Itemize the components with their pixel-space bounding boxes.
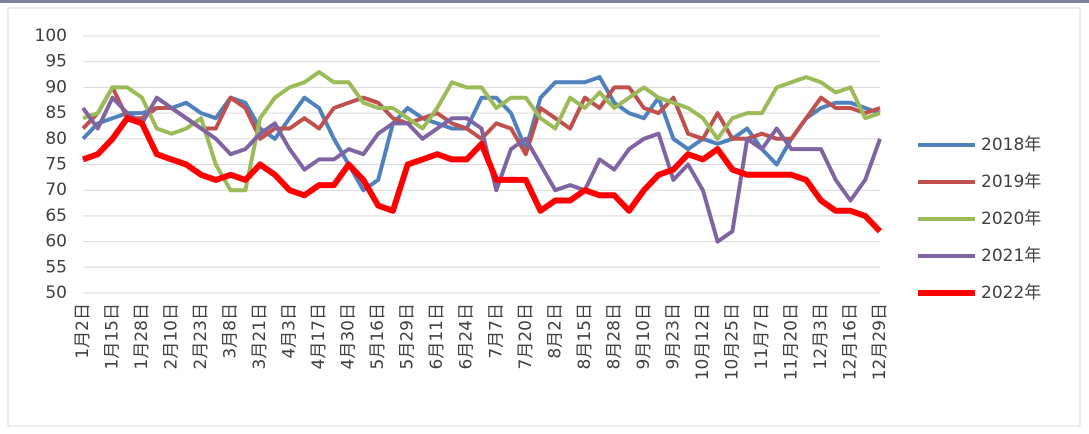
chart-frame <box>7 7 1081 427</box>
x-tick-label: 11月7日 <box>752 303 772 369</box>
legend-label: 2021年 <box>981 246 1041 266</box>
legend-label: 2020年 <box>981 209 1041 229</box>
series-line <box>82 70 881 193</box>
series-line <box>81 95 882 244</box>
x-tick-label: 9月23日 <box>663 303 683 369</box>
x-tick-label: 10月25日 <box>722 303 742 380</box>
x-tick-label: 7月7日 <box>486 303 506 359</box>
legend-label: 2022年 <box>981 283 1041 303</box>
y-tick-label: 90 <box>45 77 67 97</box>
x-tick-label: 3月21日 <box>250 303 270 369</box>
x-tick-label: 4月3日 <box>280 303 300 359</box>
x-tick-label: 12月29日 <box>870 303 890 380</box>
y-tick-label: 50 <box>45 283 67 303</box>
x-tick-label: 2月10日 <box>162 303 182 369</box>
y-tick-label: 100 <box>35 26 67 46</box>
y-tick-label: 80 <box>45 129 67 149</box>
y-tick-label: 70 <box>45 180 67 200</box>
x-tick-label: 3月8日 <box>221 303 241 359</box>
series-line <box>82 115 883 234</box>
x-tick-label: 8月2日 <box>545 303 565 359</box>
x-tick-label: 5月16日 <box>368 303 388 369</box>
y-tick-label: 60 <box>45 232 67 252</box>
x-tick-label: 8月15日 <box>575 303 595 369</box>
x-tick-label: 1月28日 <box>132 303 152 369</box>
x-tick-label: 11月20日 <box>781 303 801 380</box>
x-tick-label: 1月2日 <box>73 303 93 359</box>
x-tick-label: 12月16日 <box>840 303 860 380</box>
x-tick-label: 8月28日 <box>604 303 624 369</box>
x-tick-label: 12月3日 <box>811 303 831 369</box>
y-tick-label: 75 <box>45 155 67 175</box>
x-tick-label: 7月20日 <box>516 303 536 369</box>
y-tick-label: 85 <box>45 103 67 123</box>
y-tick-label: 55 <box>45 257 67 277</box>
legend-label: 2019年 <box>981 172 1041 192</box>
x-tick-label: 1月15日 <box>103 303 123 369</box>
x-tick-label: 6月24日 <box>457 303 477 369</box>
top-bar <box>0 0 1089 3</box>
legend-label: 2018年 <box>981 135 1041 155</box>
x-tick-label: 5月29日 <box>398 303 418 369</box>
series-line <box>81 75 881 193</box>
x-tick-label: 4月30日 <box>339 303 359 369</box>
x-tick-label: 10月12日 <box>693 303 713 380</box>
y-tick-label: 95 <box>45 52 67 72</box>
y-tick-label: 65 <box>45 206 67 226</box>
x-tick-label: 6月11日 <box>427 303 447 369</box>
x-tick-label: 9月10日 <box>634 303 654 369</box>
x-tick-label: 4月17日 <box>309 303 329 369</box>
x-tick-label: 2月23日 <box>191 303 211 369</box>
